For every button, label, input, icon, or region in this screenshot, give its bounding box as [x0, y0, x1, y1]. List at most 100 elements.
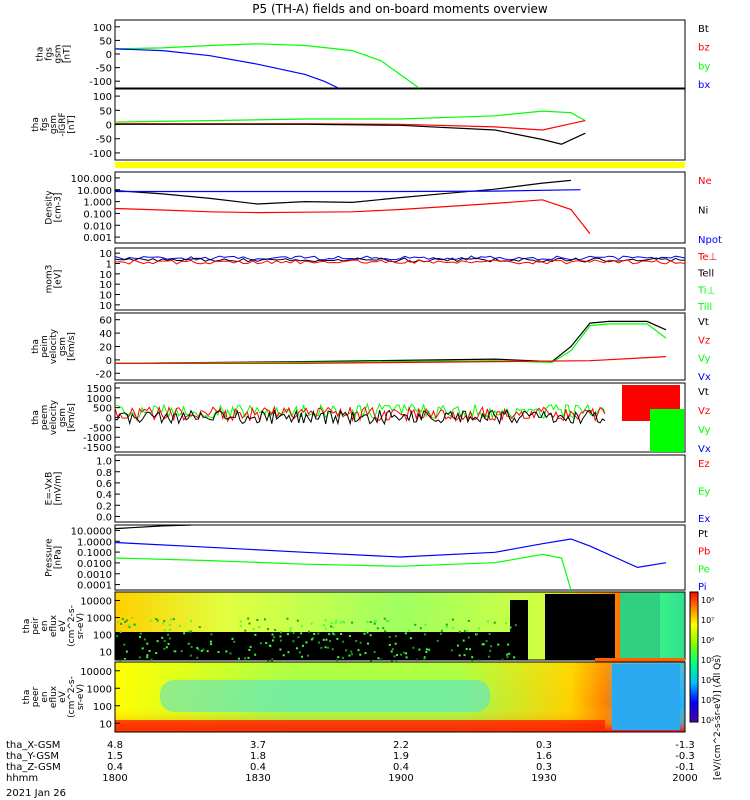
ytick-label: -100	[89, 77, 112, 88]
heatmap-speckle	[490, 645, 492, 647]
heatmap-speckle	[297, 620, 299, 622]
series-Ne	[115, 200, 590, 234]
ytick-label: 40	[99, 329, 112, 340]
ylabel: [km/s]	[67, 332, 77, 361]
ytick-label: 10	[99, 301, 112, 312]
legend-Ex: Ex	[698, 514, 710, 525]
heatmap-speckle	[452, 627, 454, 629]
panel-fgs: 100500-50-100tha fgs gsm [nT]Btbzbybx	[36, 20, 711, 91]
heatmap-speckle	[301, 625, 303, 627]
heatmap-speckle	[169, 624, 171, 626]
legend-bz: bz	[698, 43, 710, 54]
heatmap-speckle	[161, 637, 163, 639]
heatmap-speckle	[366, 631, 368, 633]
series-Vy	[115, 324, 666, 363]
panels: 100500-50-100tha fgs gsm [nT]Btbzbybx100500…	[22, 20, 722, 732]
heatmap-speckle	[378, 657, 380, 659]
heatmap-speckle	[329, 640, 331, 642]
figure-date: 2021 Jan 26	[6, 788, 66, 799]
heatmap-speckle	[331, 622, 333, 624]
heatmap-speckle	[370, 621, 372, 623]
colorbar-tick: 10⁷	[701, 616, 714, 625]
legend-bx: bx	[698, 80, 710, 91]
heatmap-speckle	[486, 640, 488, 642]
panel-peer-en-eflux: 10000 1000 100 10 tha peer en eflux eV (cm^2-s-sr…	[22, 658, 685, 732]
heatmap-speckle	[253, 628, 255, 630]
ytick-label: 100	[93, 92, 112, 103]
heatmap-speckle	[163, 648, 165, 650]
ytick-label: 1000	[87, 614, 112, 625]
heatmap-speckle	[350, 651, 352, 653]
ephem-value: 0.4	[107, 762, 123, 773]
colorbar-tick: 10⁶	[701, 636, 714, 645]
ytick-label: -20	[96, 369, 112, 380]
heatmap-speckle	[389, 644, 391, 646]
heatmap-speckle	[426, 648, 428, 650]
ephem-value: 2.2	[393, 740, 409, 751]
heatmap-speckle	[340, 622, 342, 624]
heatmap-speckle	[190, 655, 192, 657]
legend-Te⊥: Te⊥	[697, 252, 717, 263]
heatmap-speckle	[513, 656, 515, 658]
heatmap-speckle	[169, 637, 171, 639]
heatmap-speckle	[225, 650, 227, 652]
ytick-label: 1.0000	[77, 537, 112, 548]
heatmap-speckle	[191, 646, 193, 648]
heatmap-speckle	[418, 649, 420, 651]
heatmap-speckle	[169, 629, 171, 631]
ylabel: [cm-3]	[54, 193, 64, 223]
heatmap-speckle	[335, 620, 337, 622]
heatmap-speckle	[452, 619, 454, 621]
series-Npot	[115, 190, 581, 192]
heatmap-speckle	[384, 630, 386, 632]
heatmap-speckle	[508, 653, 510, 655]
heatmap-sheath	[612, 664, 680, 730]
heatmap-speckle	[196, 657, 198, 659]
heatmap-speckle	[240, 625, 242, 627]
heatmap-speckle	[355, 640, 357, 642]
heatmap-speckle	[395, 643, 397, 645]
heatmap-speckle	[149, 650, 151, 652]
heatmap-speckle	[412, 647, 414, 649]
heatmap-speckle	[373, 620, 375, 622]
ephem-value: 0.4	[393, 762, 409, 773]
heatmap-speckle	[140, 633, 142, 635]
panel-e-field: 1.00.80.60.40.20.0 E=-VxB [mV/m] Ez Ey Ex	[45, 455, 711, 525]
heatmap-speckle	[274, 629, 276, 631]
heatmap-speckle	[343, 622, 345, 624]
heatmap-speckle	[307, 655, 309, 657]
ephem-value: 0.4	[250, 762, 266, 773]
heatmap-speckle	[367, 643, 369, 645]
heatmap-speckle	[405, 652, 407, 654]
ylabel: [nT]	[63, 45, 73, 63]
heatmap-speckle	[451, 649, 453, 651]
heatmap-speckle	[414, 624, 416, 626]
heatmap-speckle	[370, 634, 372, 636]
heatmap-speckle	[296, 647, 298, 649]
ytick-label: 60	[99, 316, 112, 327]
heatmap-speckle	[366, 621, 368, 623]
ytick-label: 100.000	[71, 174, 112, 185]
heatmap-lowflux	[545, 594, 615, 660]
ytick-label: 0.6	[96, 479, 112, 490]
heatmap-sheath	[620, 592, 660, 660]
heatmap-speckle	[425, 624, 427, 626]
ytick-label: 1000	[87, 684, 112, 695]
panel-frame	[115, 20, 685, 88]
legend-Ey: Ey	[698, 487, 710, 498]
heatmap-speckle	[349, 635, 351, 637]
ytick-label: -50	[96, 64, 112, 75]
legend-Tell: Tell	[697, 269, 714, 280]
heatmap-speckle	[332, 648, 334, 650]
heatmap-speckle	[248, 649, 250, 651]
heatmap-speckle	[302, 645, 304, 647]
heatmap-speckle	[240, 621, 242, 623]
ytick-label: 20	[99, 343, 112, 354]
ephem-value: 1.6	[536, 751, 552, 762]
heatmap-speckle	[265, 642, 267, 644]
panel-frame	[115, 172, 685, 243]
ytick-label: 0.1000	[77, 548, 112, 559]
heatmap-speckle	[128, 625, 130, 627]
heatmap-speckle	[392, 648, 394, 650]
heatmap-speckle	[428, 649, 430, 651]
